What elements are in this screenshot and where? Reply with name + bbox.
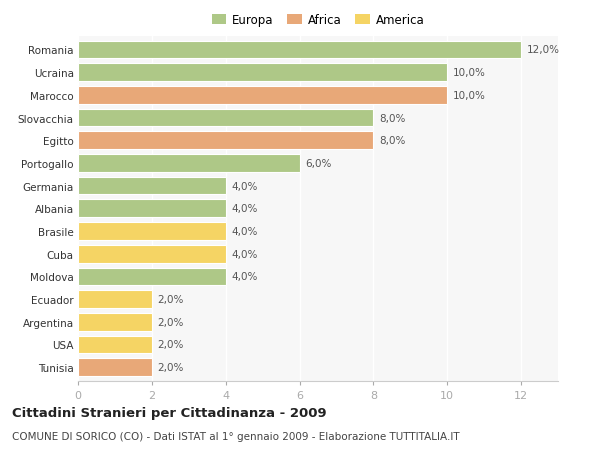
Bar xyxy=(78,268,226,285)
Text: 6,0%: 6,0% xyxy=(305,158,331,168)
Text: 2,0%: 2,0% xyxy=(157,363,184,372)
Bar xyxy=(78,41,521,59)
Text: COMUNE DI SORICO (CO) - Dati ISTAT al 1° gennaio 2009 - Elaborazione TUTTITALIA.: COMUNE DI SORICO (CO) - Dati ISTAT al 1°… xyxy=(12,431,460,442)
Bar xyxy=(78,64,447,82)
Bar xyxy=(78,313,152,331)
Text: 4,0%: 4,0% xyxy=(231,181,257,191)
Text: 4,0%: 4,0% xyxy=(231,226,257,236)
Bar xyxy=(78,155,299,173)
Text: 4,0%: 4,0% xyxy=(231,272,257,282)
Text: 4,0%: 4,0% xyxy=(231,249,257,259)
Text: 4,0%: 4,0% xyxy=(231,204,257,214)
Bar xyxy=(78,109,373,127)
Bar xyxy=(78,291,152,308)
Bar xyxy=(78,177,226,195)
Text: 12,0%: 12,0% xyxy=(527,45,560,55)
Text: 10,0%: 10,0% xyxy=(453,90,485,101)
Text: 8,0%: 8,0% xyxy=(379,113,405,123)
Text: 2,0%: 2,0% xyxy=(157,340,184,350)
Bar xyxy=(78,336,152,353)
Bar xyxy=(78,223,226,241)
Text: 2,0%: 2,0% xyxy=(157,294,184,304)
Text: 8,0%: 8,0% xyxy=(379,136,405,146)
Text: 2,0%: 2,0% xyxy=(157,317,184,327)
Bar xyxy=(78,200,226,218)
Text: 10,0%: 10,0% xyxy=(453,68,485,78)
Bar xyxy=(78,358,152,376)
Text: Cittadini Stranieri per Cittadinanza - 2009: Cittadini Stranieri per Cittadinanza - 2… xyxy=(12,406,326,419)
Bar xyxy=(78,245,226,263)
Bar xyxy=(78,132,373,150)
Bar xyxy=(78,87,447,105)
Legend: Europa, Africa, America: Europa, Africa, America xyxy=(212,14,424,28)
